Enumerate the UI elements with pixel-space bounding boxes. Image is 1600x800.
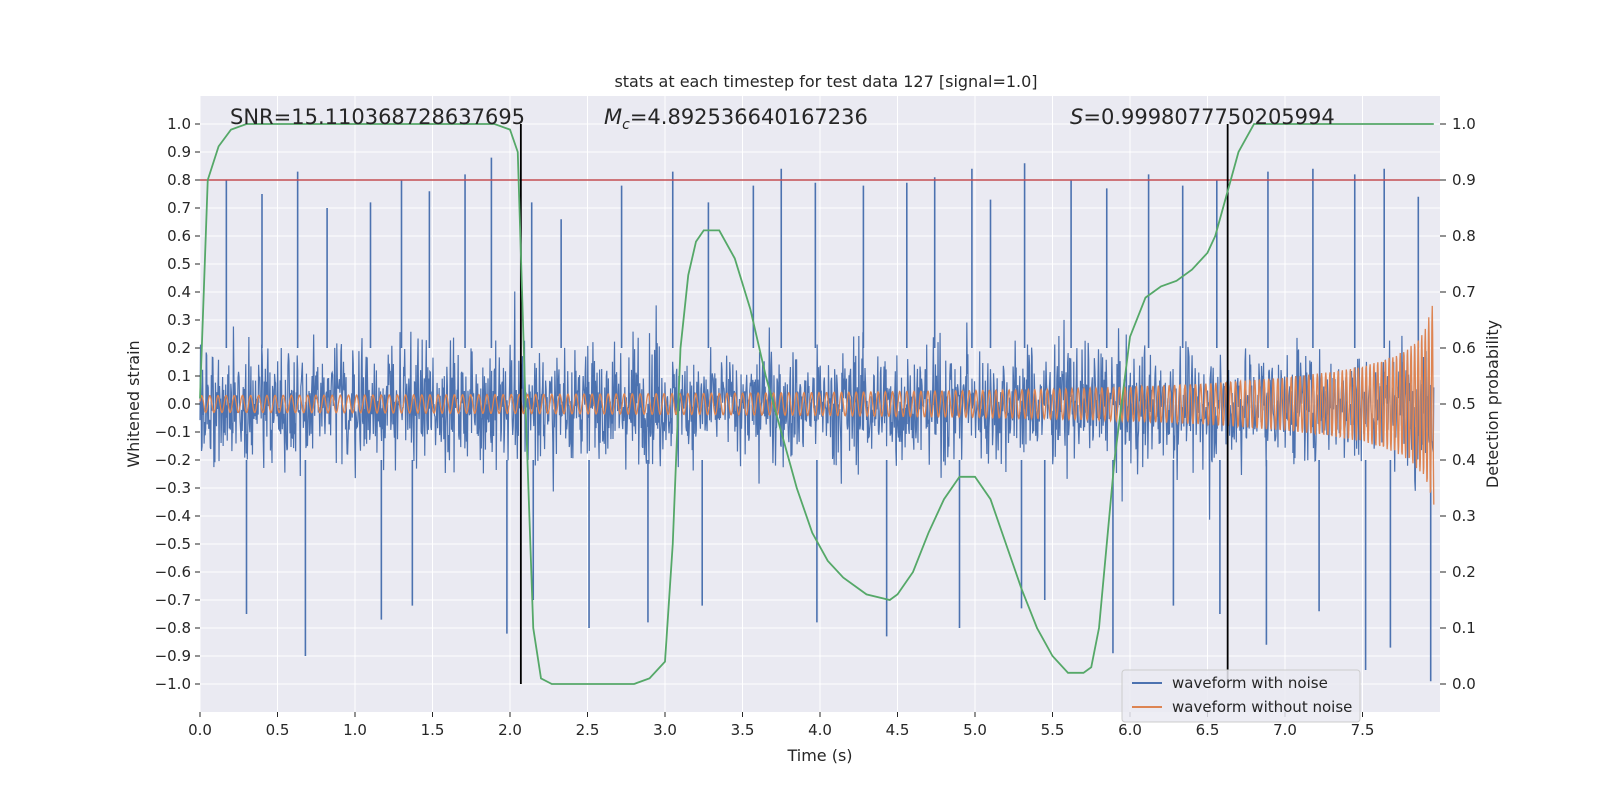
y-axis-ticks: −1.0 −0.9 −0.8 −0.7 −0.6 −0.5 −0.4 −0.3 −0.2 −0.1…	[155, 115, 200, 693]
y-tick-label-3: −0.7	[155, 591, 191, 609]
y-axis-right-ticks: 0.0 0.1 0.2 0.3 0.4 0.5 0.6 0.7 0.8 0.9 1.0	[1440, 115, 1476, 693]
y-right-tick-label-3: 0.3	[1452, 507, 1476, 525]
y-axis-right-label: Detection probability	[1483, 320, 1502, 488]
y-tick-label-1: −0.9	[155, 647, 191, 665]
chirp-mass-subscript: c	[622, 117, 630, 133]
series-detection-probability	[199, 123, 1434, 685]
y-tick-label-17: 0.7	[167, 199, 191, 217]
x-tick-label-4: 2.0	[498, 721, 522, 739]
x-tick-label-10: 5.0	[963, 721, 987, 739]
y-tick-label-0: −1.0	[155, 675, 191, 693]
x-axis-ticks: 0.0 0.5 1.0 1.5 2.0 2.5 3.0 3.5 4.0 4.5 5.0 5.5 6.0 6…	[188, 712, 1374, 739]
detection-probability-line	[199, 123, 1434, 685]
reference-lines	[200, 124, 1440, 684]
y-axis-label: Whitened strain	[124, 340, 143, 467]
y-right-tick-label-6: 0.6	[1452, 339, 1476, 357]
snr-annotation: SNR=15.110368728637695	[230, 105, 525, 129]
x-tick-label-15: 7.5	[1351, 721, 1375, 739]
y-tick-label-12: 0.2	[167, 339, 191, 357]
y-right-tick-label-10: 1.0	[1452, 115, 1476, 133]
x-tick-label-8: 4.0	[808, 721, 832, 739]
x-tick-label-6: 3.0	[653, 721, 677, 739]
y-tick-label-11: 0.1	[167, 367, 191, 385]
y-right-tick-label-4: 0.4	[1452, 451, 1476, 469]
y-tick-label-16: 0.6	[167, 227, 191, 245]
y-right-tick-label-0: 0.0	[1452, 675, 1476, 693]
legend-label-with-noise: waveform with noise	[1172, 674, 1328, 692]
chirp-mass-symbol: M	[604, 105, 622, 129]
detection-statistic-value: =0.9998077750205994	[1083, 105, 1334, 129]
x-tick-label-12: 6.0	[1118, 721, 1142, 739]
chirp-mass-annotation: Mc=4.892536640167236	[604, 105, 868, 133]
y-tick-label-13: 0.3	[167, 311, 191, 329]
y-right-tick-label-8: 0.8	[1452, 227, 1476, 245]
x-tick-label-3: 1.5	[421, 721, 445, 739]
y-right-tick-label-7: 0.7	[1452, 283, 1476, 301]
y-tick-label-19: 0.9	[167, 143, 191, 161]
x-tick-label-0: 0.0	[188, 721, 212, 739]
y-right-tick-label-5: 0.5	[1452, 395, 1476, 413]
y-tick-label-8: −0.2	[155, 451, 191, 469]
y-tick-label-14: 0.4	[167, 283, 191, 301]
y-right-tick-label-9: 0.9	[1452, 171, 1476, 189]
y-tick-label-4: −0.6	[155, 563, 191, 581]
x-tick-label-14: 7.0	[1273, 721, 1297, 739]
y-tick-label-18: 0.8	[167, 171, 191, 189]
y-tick-label-20: 1.0	[167, 115, 191, 133]
y-tick-label-5: −0.5	[155, 535, 191, 553]
y-right-tick-label-2: 0.2	[1452, 563, 1476, 581]
x-tick-label-1: 0.5	[266, 721, 290, 739]
x-tick-label-2: 1.0	[343, 721, 367, 739]
x-tick-label-9: 4.5	[886, 721, 910, 739]
y-tick-label-10: 0.0	[167, 395, 191, 413]
y-right-tick-label-1: 0.1	[1452, 619, 1476, 637]
chirp-mass-value: =4.892536640167236	[630, 105, 868, 129]
x-tick-label-11: 5.5	[1041, 721, 1065, 739]
x-axis-label: Time (s)	[786, 746, 852, 765]
detection-statistic-annotation: S=0.9998077750205994	[1070, 105, 1335, 129]
x-tick-label-5: 2.5	[576, 721, 600, 739]
legend-label-without-noise: waveform without noise	[1172, 698, 1352, 716]
y-tick-label-15: 0.5	[167, 255, 191, 273]
x-tick-label-13: 6.5	[1196, 721, 1220, 739]
x-tick-label-7: 3.5	[731, 721, 755, 739]
y-tick-label-6: −0.4	[155, 507, 191, 525]
legend: waveform with noise waveform without noi…	[1121, 669, 1361, 723]
y-tick-label-2: −0.8	[155, 619, 191, 637]
detection-statistic-symbol: S	[1070, 105, 1083, 129]
chart-title: stats at each timestep for test data 127…	[614, 72, 1037, 91]
legend-box	[1121, 669, 1361, 723]
y-tick-label-9: −0.1	[155, 423, 191, 441]
y-tick-label-7: −0.3	[155, 479, 191, 497]
